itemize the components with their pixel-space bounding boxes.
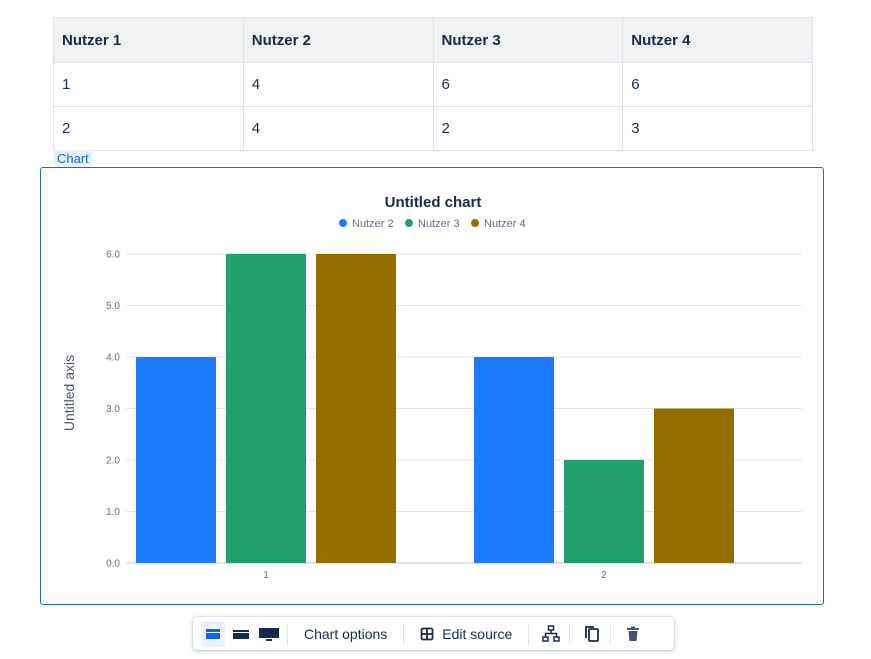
table-grid-icon — [420, 627, 434, 641]
chart-legend: Nutzer 2 Nutzer 3 Nutzer 4 — [339, 218, 526, 230]
bar[interactable] — [564, 460, 644, 563]
toolbar-divider — [528, 623, 530, 644]
chart-title: Untitled chart — [385, 194, 482, 211]
bar[interactable] — [226, 254, 306, 563]
edit-source-button[interactable]: Edit source — [410, 621, 522, 647]
legend-swatch — [405, 219, 413, 227]
table-cell[interactable]: 4 — [242, 62, 434, 107]
table-cell[interactable]: 2 — [432, 106, 624, 151]
x-tick-label: 1 — [263, 570, 269, 581]
edit-source-label: Edit source — [442, 625, 513, 642]
y-tick-label: 5.0 — [106, 301, 120, 312]
y-tick-label: 0.0 — [106, 559, 120, 570]
y-tick-label: 1.0 — [106, 507, 120, 518]
y-tick-label: 6.0 — [106, 250, 120, 261]
table-header-row: Nutzer 1 Nutzer 2 Nutzer 3 Nutzer 4 — [53, 17, 813, 63]
y-tick-label: 2.0 — [106, 456, 120, 467]
data-table: Nutzer 1 Nutzer 2 Nutzer 3 Nutzer 4 1 4 … — [53, 17, 813, 151]
table-cell[interactable]: 6 — [432, 62, 624, 107]
bar-chart: Untitled chart Nutzer 2 Nutzer 3 Nutzer 4 … — [61, 194, 802, 581]
table-header-cell[interactable]: Nutzer 4 — [622, 17, 813, 63]
table-header-cell[interactable]: Nutzer 3 — [432, 17, 624, 63]
bar[interactable] — [654, 408, 734, 564]
table-cell[interactable]: 4 — [242, 106, 434, 151]
table-cell[interactable]: 2 — [53, 106, 244, 151]
chart-options-button[interactable]: Chart options — [294, 621, 397, 647]
layout-wide-icon[interactable] — [229, 621, 253, 647]
table-row: 1 4 6 6 — [53, 62, 813, 107]
y-axis-ticks: 0.0 1.0 2.0 3.0 4.0 5.0 6.0 — [106, 250, 120, 570]
table-cell[interactable]: 1 — [53, 62, 244, 107]
table-cell[interactable]: 6 — [622, 62, 813, 107]
table-header-cell[interactable]: Nutzer 1 — [53, 17, 244, 63]
chart-label-tag: Chart — [54, 150, 92, 167]
copy-icon[interactable] — [580, 621, 604, 647]
y-tick-label: 4.0 — [106, 353, 120, 364]
bar[interactable] — [136, 357, 216, 563]
table-cell[interactable]: 3 — [622, 106, 813, 151]
chart-toolbar: Chart options Edit source — [193, 617, 674, 650]
chart-options-label: Chart options — [304, 625, 388, 642]
toolbar-divider — [610, 623, 612, 644]
bar[interactable] — [474, 357, 554, 563]
legend-swatch — [471, 219, 479, 227]
y-tick-label: 3.0 — [106, 404, 120, 415]
bar[interactable] — [316, 254, 396, 563]
toolbar-divider — [287, 623, 288, 644]
x-tick-label: 2 — [601, 570, 607, 581]
delete-icon[interactable] — [621, 621, 645, 647]
table-row: 2 4 2 3 — [53, 106, 813, 151]
y-axis-label: Untitled axis — [61, 355, 77, 431]
layout-full-width-icon[interactable] — [257, 621, 281, 647]
bar-series — [136, 254, 734, 563]
table-header-cell[interactable]: Nutzer 2 — [242, 17, 434, 63]
hierarchy-icon[interactable] — [539, 621, 563, 647]
legend-swatch — [339, 219, 347, 227]
toolbar-divider — [403, 623, 405, 644]
chart-container[interactable]: Untitled chart Nutzer 2 Nutzer 3 Nutzer 4 … — [40, 167, 824, 605]
legend-label: Nutzer 2 — [352, 218, 394, 230]
layout-center-icon[interactable] — [201, 620, 225, 647]
legend-label: Nutzer 3 — [418, 218, 460, 230]
toolbar-divider — [569, 623, 571, 644]
legend-label: Nutzer 4 — [484, 218, 526, 230]
